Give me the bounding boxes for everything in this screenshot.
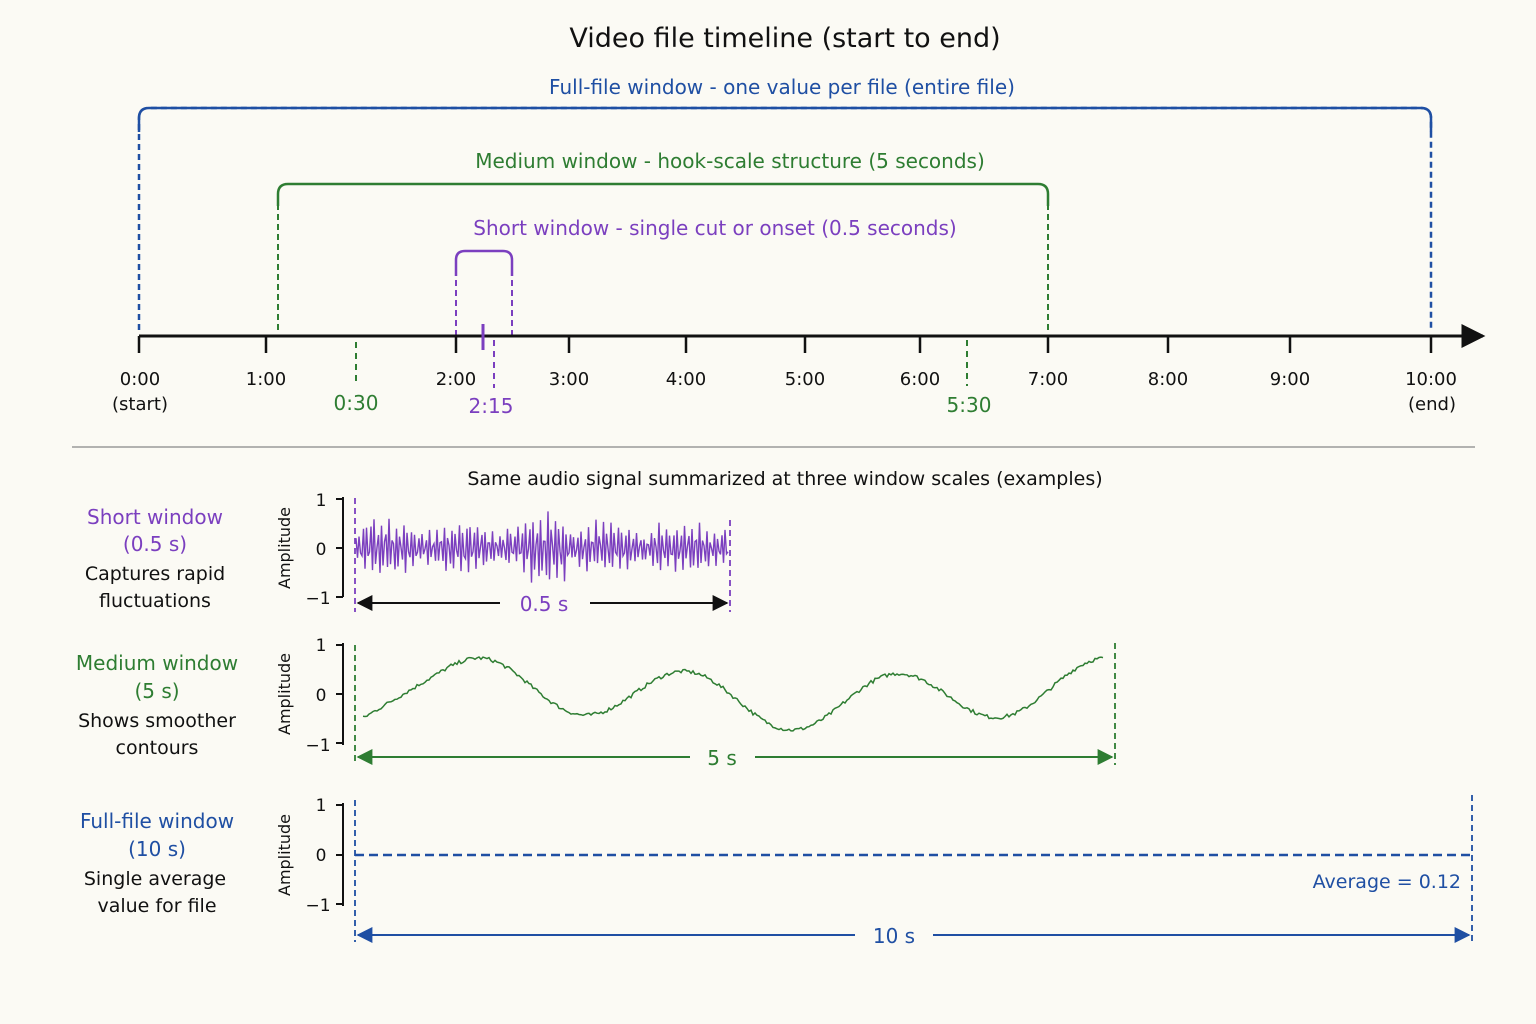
marker-label-5-30: 5:30 [947,393,992,417]
panel-full-y-label: Amplitude [275,814,294,896]
panel-short-desc-1: Captures rapid [85,563,225,585]
timeline-tick-label: 7:00 [1028,369,1068,390]
panel-medium-desc-1: Shows smoother [78,710,236,732]
timeline-tick-label: 3:00 [549,369,589,390]
panel-medium-span-label: 5 s [707,746,737,770]
page-title: Video file timeline (start to end) [569,23,1000,54]
panel-short-span-label: 0.5 s [520,592,569,616]
medium-window-bracket [276,182,1050,330]
panel-full-name: Full-file window [80,809,234,833]
timeline-tick-label: 5:00 [785,369,825,390]
panel-medium-desc-2: contours [116,737,199,759]
panel-full-span-label: 10 s [873,924,915,948]
panel-full-desc-1: Single average [84,868,226,890]
panel-full-ytick-neg: −1 [305,896,330,916]
panel-medium-duration: (5 s) [134,679,179,703]
panel-full: Full-file window (10 s) Single average v… [80,795,1473,948]
panel-full-desc-2: value for file [97,895,216,917]
short-window-bracket [454,249,514,336]
timeline-tick-label: 1:00 [246,369,286,390]
panel-medium-ytick-neg: −1 [305,736,330,756]
timeline-tick-label: 2:00 [436,369,476,390]
tick-end-sub: (end) [1408,394,1456,415]
panel-short-ytick-neg: −1 [305,589,330,609]
marker-2-15: 2:15 [469,324,514,418]
marker-label-2-15: 2:15 [469,394,514,418]
timeline-tick-label: 8:00 [1148,369,1188,390]
medium-window-label: Medium window - hook-scale structure (5 … [475,149,985,173]
panel-medium-ytick-pos: 1 [316,636,327,656]
marker-label-0-30: 0:30 [334,391,379,415]
panel-short-name: Short window [87,505,223,529]
full-window-label: Full-file window - one value per file (e… [549,75,1015,99]
panel-medium: Medium window (5 s) Shows smoother conto… [76,636,1116,770]
panel-full-duration: (10 s) [128,837,186,861]
panel-full-ytick-pos: 1 [316,796,327,816]
timeline-tick-label: 10:00 [1405,369,1457,390]
panel-short-ytick-zero: 0 [316,540,327,560]
timeline-ticks: 0:00 1:00 2:00 3:00 4:00 5:00 6:00 7:00 8:00 9:00… [120,336,1457,390]
panel-short-duration: (0.5 s) [123,532,187,556]
timeline-tick-label: 9:00 [1270,369,1310,390]
panel-medium-name: Medium window [76,651,238,675]
panel-short-y-label: Amplitude [275,507,294,589]
panel-short-desc-2: fluctuations [99,590,211,612]
short-waveform [355,511,729,583]
panel-short: Short window (0.5 s) Captures rapid fluc… [85,491,731,616]
timeline-tick-label: 6:00 [900,369,940,390]
timeline-tick-label: 4:00 [666,369,706,390]
panel-medium-y-label: Amplitude [275,653,294,735]
lower-subtitle: Same audio signal summarized at three wi… [467,468,1102,490]
average-label: Average = 0.12 [1313,871,1461,893]
tick-start-sub: (start) [112,394,168,415]
full-window-bracket [137,106,1433,330]
medium-waveform [362,656,1104,732]
marker-5-30: 5:30 [947,340,992,417]
panel-medium-ytick-zero: 0 [316,686,327,706]
panel-full-ytick-zero: 0 [316,846,327,866]
marker-0-30: 0:30 [334,342,379,415]
timeline-tick-label: 0:00 [120,369,160,390]
panel-short-ytick-pos: 1 [316,491,327,511]
short-window-label: Short window - single cut or onset (0.5 … [473,216,956,240]
